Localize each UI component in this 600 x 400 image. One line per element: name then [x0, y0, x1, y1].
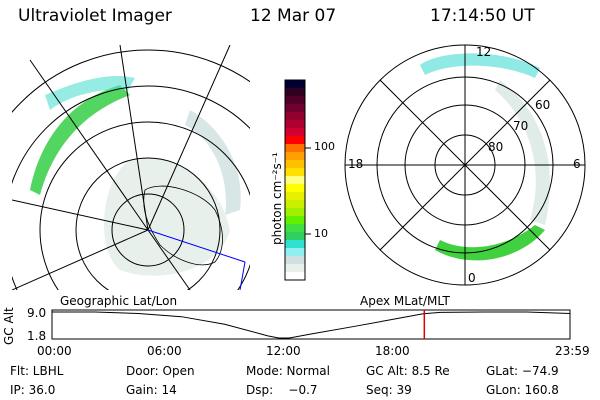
colorbar-tick-10: 10 [314, 227, 328, 240]
colorbar-band [285, 160, 305, 169]
colorbar-label: photon cm⁻²s⁻¹ [270, 152, 284, 245]
colorbar-band [285, 152, 305, 161]
colorbar-band [285, 264, 305, 273]
colorbar-band [285, 192, 305, 201]
colorbar-band [285, 248, 305, 257]
seq-value: Seq: 39 [366, 383, 412, 397]
lat-label-70: 70 [513, 119, 529, 133]
colorbar-band [285, 168, 305, 177]
instrument-title: Ultraviolet Imager [18, 6, 172, 26]
ip-value: IP: 36.0 [10, 383, 56, 397]
lat-label-80: 80 [488, 140, 504, 154]
mlt-label-6: 6 [573, 157, 581, 171]
xtick-2359: 23:59 [555, 344, 590, 358]
gain-value: Gain: 14 [126, 383, 177, 397]
colorbar-band [285, 88, 305, 97]
gc-alt-value: GC Alt: 8.5 Re [366, 364, 450, 378]
xtick-1200: 12:00 [266, 344, 301, 358]
colorbar-band [285, 144, 305, 153]
xtick-1800: 18:00 [375, 344, 410, 358]
glat-value: GLat: −74.9 [486, 364, 559, 378]
colorbar-band [285, 208, 305, 217]
colorbar-band [285, 224, 305, 233]
mlt-label-0: 0 [468, 271, 476, 285]
date-label: 12 Mar 07 [250, 6, 337, 26]
geographic-map [12, 45, 250, 290]
colorbar-band [285, 104, 305, 113]
colorbar-band [285, 272, 305, 281]
filter-value: Flt: LBHL [10, 364, 64, 378]
colorbar-band [285, 240, 305, 249]
colorbar-band [285, 184, 305, 193]
magnetic-panel-label: Apex MLat/MLT [360, 294, 450, 308]
mlt-label-12: 12 [476, 45, 492, 59]
ytick-1-8: 1.8 [27, 329, 47, 343]
colorbar-band [285, 216, 305, 225]
colorbar-band [285, 200, 305, 209]
magnetic-polar-plot [344, 44, 586, 286]
altitude-line [52, 311, 571, 339]
xtick-0000: 00:00 [37, 344, 72, 358]
colorbar-band [285, 232, 305, 241]
colorbar-tick-100: 100 [314, 140, 335, 153]
altitude-axis-label: GC Alt [2, 307, 16, 345]
dsp-value: Dsp: −0.7 [246, 383, 318, 397]
colorbar-band [285, 256, 305, 265]
altitude-plot-frame [51, 309, 571, 340]
time-label: 17:14:50 UT [430, 6, 535, 26]
colorbar-band [285, 128, 305, 137]
mlt-label-18: 18 [348, 157, 364, 171]
lat-label-60: 60 [535, 98, 551, 112]
colorbar-band [285, 80, 305, 89]
colorbar-band [285, 120, 305, 129]
colorbar [285, 80, 305, 281]
geographic-panel-label: Geographic Lat/Lon [60, 294, 178, 308]
glon-value: GLon: 160.8 [486, 383, 559, 397]
colorbar-band [285, 136, 305, 145]
mode-value: Mode: Normal [246, 364, 330, 378]
ytick-9: 9.0 [27, 306, 47, 320]
colorbar-band [285, 96, 305, 105]
colorbar-band [285, 176, 305, 185]
colorbar-band [285, 112, 305, 121]
xtick-0600: 06:00 [147, 344, 182, 358]
door-value: Door: Open [126, 364, 195, 378]
